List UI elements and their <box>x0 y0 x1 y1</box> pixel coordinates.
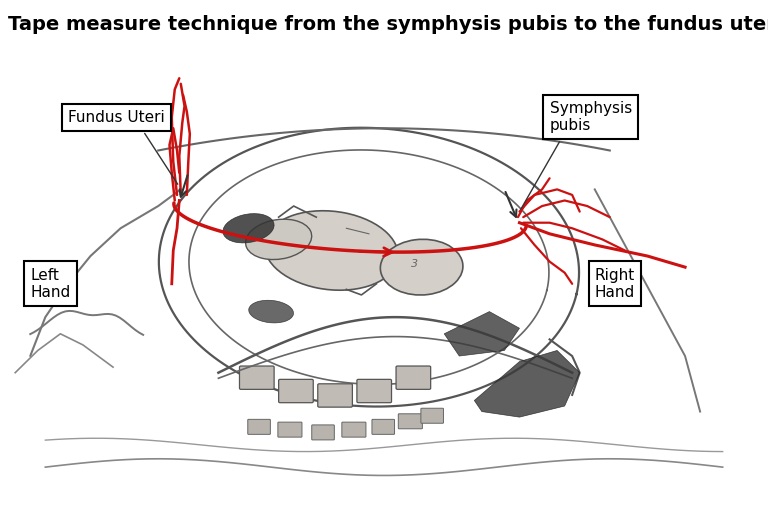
FancyBboxPatch shape <box>421 408 443 423</box>
FancyBboxPatch shape <box>312 425 334 440</box>
FancyBboxPatch shape <box>318 384 353 407</box>
FancyBboxPatch shape <box>399 414 422 429</box>
FancyBboxPatch shape <box>240 366 274 389</box>
Text: 3: 3 <box>411 260 418 269</box>
FancyBboxPatch shape <box>279 379 313 402</box>
Ellipse shape <box>249 300 293 323</box>
Polygon shape <box>444 312 519 356</box>
Polygon shape <box>475 350 580 417</box>
Text: Right
Hand: Right Hand <box>594 268 635 300</box>
Ellipse shape <box>264 211 398 290</box>
FancyBboxPatch shape <box>248 419 270 434</box>
FancyBboxPatch shape <box>357 379 392 402</box>
FancyBboxPatch shape <box>372 419 395 434</box>
FancyBboxPatch shape <box>342 422 366 437</box>
Text: Symphysis
pubis: Symphysis pubis <box>550 101 632 133</box>
Ellipse shape <box>246 219 312 260</box>
FancyBboxPatch shape <box>396 366 431 389</box>
Text: Fundus Uteri: Fundus Uteri <box>68 110 164 125</box>
FancyBboxPatch shape <box>278 422 302 437</box>
Ellipse shape <box>380 239 463 295</box>
Text: Tape measure technique from the symphysis pubis to the fundus uteri: Tape measure technique from the symphysi… <box>8 15 768 34</box>
Ellipse shape <box>223 214 274 243</box>
Text: Left
Hand: Left Hand <box>30 268 71 300</box>
